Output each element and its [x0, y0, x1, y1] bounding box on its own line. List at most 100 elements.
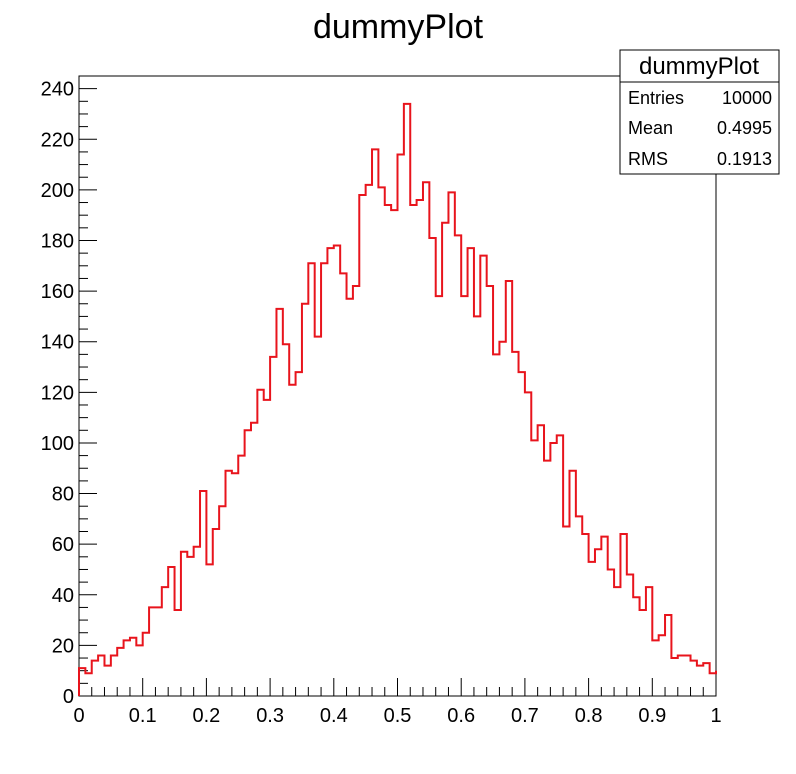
- histogram-bin: [436, 296, 442, 696]
- histogram-bin: [417, 200, 423, 696]
- y-tick-label: 180: [41, 230, 74, 252]
- histogram-bin: [480, 256, 486, 696]
- histogram-bin: [136, 645, 142, 696]
- histogram-bin: [544, 461, 550, 696]
- stats-box-title: dummyPlot: [639, 53, 759, 80]
- x-tick-label: 0.6: [447, 705, 475, 727]
- histogram-bin: [538, 425, 544, 696]
- histogram-bin: [429, 238, 435, 696]
- y-tick-label: 160: [41, 281, 74, 303]
- stats-entries-label: Entries: [628, 88, 684, 108]
- histogram-bin: [276, 309, 282, 696]
- stats-rms-value: 0.1913: [717, 149, 772, 169]
- y-tick-label: 100: [41, 433, 74, 455]
- stats-mean-label: Mean: [628, 118, 673, 138]
- y-tick-label: 120: [41, 382, 74, 404]
- histogram-bin: [652, 640, 658, 696]
- x-tick-label: 0.1: [129, 705, 157, 727]
- histogram-bin: [410, 205, 416, 696]
- histogram-bin: [448, 192, 454, 696]
- x-tick-label: 0.7: [511, 705, 539, 727]
- histogram-bin: [512, 352, 518, 696]
- y-tick-label: 60: [52, 534, 74, 556]
- histogram-bin: [245, 430, 251, 696]
- histogram-bin: [550, 443, 556, 696]
- histogram-bin: [608, 569, 614, 696]
- histogram-bin: [519, 372, 525, 696]
- histogram-bin: [289, 385, 295, 696]
- histogram-bin: [366, 185, 372, 696]
- histogram-bin: [270, 357, 276, 696]
- histogram-bin: [175, 610, 181, 696]
- histogram-outline: [78, 102, 717, 696]
- histogram-bin: [315, 337, 321, 696]
- histogram-bin: [455, 235, 461, 696]
- histogram-bin: [423, 182, 429, 696]
- histogram-bin: [187, 557, 193, 696]
- histogram-bin: [659, 635, 665, 696]
- histogram-bin: [194, 547, 200, 696]
- stats-mean-value: 0.4995: [717, 118, 772, 138]
- histogram-bin: [378, 187, 384, 696]
- histogram-bin: [633, 597, 639, 696]
- histogram-bin: [461, 296, 467, 696]
- histogram-bin: [640, 610, 646, 696]
- histogram-bin: [238, 456, 244, 696]
- histogram-bin: [264, 400, 270, 696]
- histogram-bin: [697, 666, 703, 696]
- histogram-bin: [85, 673, 91, 696]
- histogram-bin: [251, 423, 257, 696]
- y-tick-label: 0: [63, 686, 74, 708]
- histogram-bin: [671, 658, 677, 696]
- stats-rms-label: RMS: [628, 149, 668, 169]
- histogram-bin: [155, 607, 161, 696]
- histogram-bin: [347, 299, 353, 696]
- x-tick-label: 0.4: [320, 705, 348, 727]
- y-tick-label: 200: [41, 180, 74, 202]
- histogram-bin: [563, 526, 569, 696]
- histogram-bin: [206, 564, 212, 696]
- histogram-bin: [353, 286, 359, 696]
- histogram-bin: [130, 638, 136, 696]
- histogram-bin: [474, 316, 480, 696]
- histogram-bin: [678, 656, 684, 696]
- histogram-bin: [595, 549, 601, 696]
- stats-entries-value: 10000: [722, 88, 772, 108]
- x-tick-label: 0.3: [256, 705, 284, 727]
- y-tick-label: 40: [52, 585, 74, 607]
- x-axis: 0 0.1 0.2 0.3 0.4 0.5 0.6 0.7 0.8 0.9 1: [73, 678, 722, 727]
- y-tick-label: 220: [41, 129, 74, 151]
- x-tick-label: 0.9: [638, 705, 666, 727]
- y-axis: 0 20 40 60 80 100 120 140 160 180 200 220 240: [41, 75, 97, 708]
- y-tick-label: 20: [52, 635, 74, 657]
- histogram-bin: [710, 673, 716, 696]
- histogram-bin: [372, 149, 378, 696]
- histogram-bin: [576, 516, 582, 696]
- histogram-bin: [385, 205, 391, 696]
- histogram-bin: [296, 372, 302, 696]
- histogram-bin: [283, 344, 289, 696]
- stats-box: dummyPlot Entries 10000 Mean 0.4995 RMS …: [619, 49, 780, 175]
- histogram-bin: [232, 473, 238, 696]
- x-tick-label: 0: [73, 705, 84, 727]
- histogram-bin: [531, 440, 537, 696]
- histogram-bin: [257, 390, 263, 696]
- x-tick-label: 0.8: [575, 705, 603, 727]
- histogram-bin: [340, 273, 346, 696]
- y-tick-label: 240: [41, 79, 74, 101]
- stats-box-frame: [619, 49, 780, 175]
- histogram-bin: [614, 587, 620, 696]
- histogram-bin: [398, 154, 404, 696]
- x-tick-label: 0.2: [192, 705, 220, 727]
- histogram-bin: [391, 210, 397, 696]
- histogram-bin: [493, 354, 499, 696]
- y-tick-label: 80: [52, 484, 74, 506]
- histogram-bin: [589, 562, 595, 696]
- histogram-bin: [499, 342, 505, 696]
- histogram-bin: [684, 656, 690, 696]
- histogram-bin: [334, 246, 340, 696]
- y-tick-label: 140: [41, 332, 74, 354]
- x-tick-label: 1: [710, 705, 721, 727]
- chart-title: dummyPlot: [313, 8, 484, 46]
